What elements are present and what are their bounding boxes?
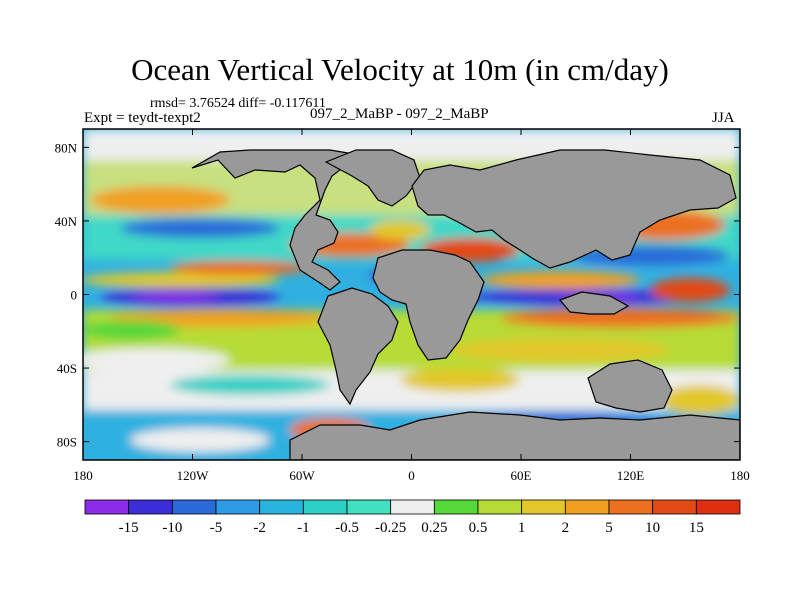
land-africa [372, 249, 485, 361]
colorbar-swatch [564, 499, 610, 515]
colorbar-label: -5 [210, 520, 223, 536]
axes: 180 120W 60W 0 60E 120E 180 80N 40N 0 40S 80S [55, 129, 750, 483]
y-tick-label: 80N [55, 140, 78, 155]
y-tick-label: 40N [55, 214, 78, 229]
land-greenland [324, 149, 421, 207]
x-tick-label: 60E [511, 468, 532, 483]
colorbar-label: -15 [119, 520, 139, 536]
colorbar-label: 0.5 [469, 520, 488, 536]
stats-text: rmsd= 3.76524 diff= -0.117611 [150, 96, 326, 111]
land-masses [191, 149, 740, 460]
land-australia [587, 359, 673, 413]
experiment-label: Expt = teydt-texpt2 [84, 110, 201, 126]
colorbar-swatch [608, 499, 654, 515]
colorbar-swatch [259, 499, 304, 515]
colorbar-swatch [695, 499, 741, 515]
colorbar-swatch [215, 499, 261, 515]
land-eurasia [411, 149, 737, 269]
colorbar-label: -1 [297, 520, 310, 536]
colorbar-label: 2 [562, 520, 570, 536]
land-antarctica [289, 411, 740, 460]
season-label: JJA [712, 110, 735, 126]
colorbar-swatch [302, 499, 348, 515]
x-tick-label: 180 [730, 468, 750, 483]
colorbar-label: -10 [162, 520, 182, 536]
y-tick-label: 40S [57, 361, 77, 376]
colorbar-swatch [652, 499, 697, 515]
x-tick-label: 0 [408, 468, 415, 483]
land-maritime-continent [558, 291, 630, 315]
colorbar-swatch [171, 499, 217, 515]
colorbar-label: -0.5 [335, 520, 359, 536]
center-label: 097_2_MaBP - 097_2_MaBP [310, 106, 489, 122]
colorbar-swatch [346, 499, 392, 515]
colorbar-label: -0.25 [375, 520, 406, 536]
chart-title: Ocean Vertical Velocity at 10m (in cm/da… [131, 52, 669, 87]
colorbar-label: 10 [645, 520, 660, 536]
colorbar-swatch [84, 499, 130, 515]
colorbar-label: 5 [605, 520, 613, 536]
colorbar-label: 15 [689, 520, 704, 536]
colorbar-label: -2 [253, 520, 266, 536]
colorbar-swatch [128, 499, 173, 515]
land-south-america [317, 287, 399, 406]
y-tick-label: 80S [57, 435, 77, 450]
colorbar-label: 0.25 [421, 520, 447, 536]
x-tick-label: 120E [617, 468, 645, 483]
colorbar: -15 -10 -5 -2 -1 -0.5 -0.25 0.25 0.5 1 2 5 10 15 [84, 499, 741, 536]
colorbar-swatch [433, 499, 479, 515]
x-tick-label: 120W [177, 468, 210, 483]
y-tick-label: 0 [71, 288, 78, 303]
colorbar-swatch [477, 499, 523, 515]
x-tick-label: 180 [73, 468, 93, 483]
x-tick-label: 60W [289, 468, 315, 483]
colorbar-swatch [521, 499, 566, 515]
colorbar-label: 1 [518, 520, 526, 536]
colorbar-swatch [390, 499, 435, 515]
